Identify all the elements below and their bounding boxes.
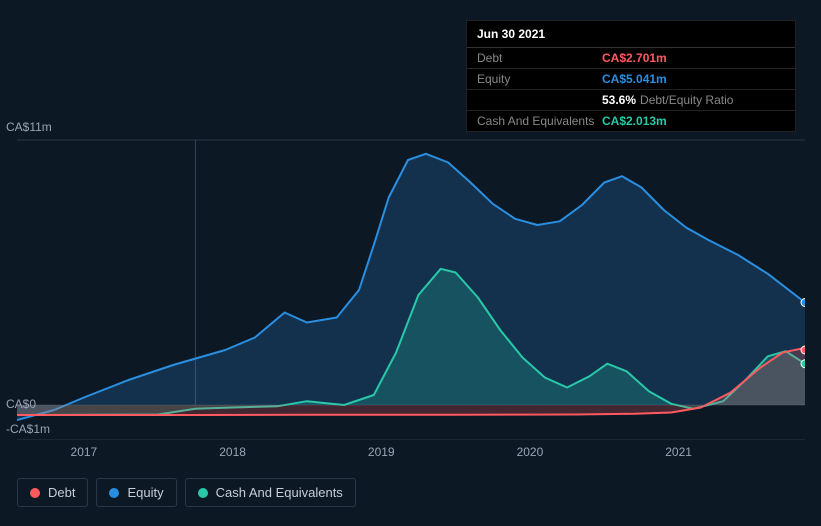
tooltip-row: 53.6%Debt/Equity Ratio xyxy=(467,90,795,111)
chart-area xyxy=(17,120,805,440)
tooltip-row: EquityCA$5.041m xyxy=(467,69,795,90)
tooltip-row: Cash And EquivalentsCA$2.013m xyxy=(467,111,795,131)
tooltip-row-value: CA$5.041m xyxy=(602,72,667,86)
legend-item[interactable]: Equity xyxy=(96,478,176,507)
legend-dot-icon xyxy=(198,488,208,498)
legend-item[interactable]: Debt xyxy=(17,478,88,507)
x-axis-tick: 2020 xyxy=(517,445,544,459)
tooltip-row-label xyxy=(477,93,602,107)
chart-tooltip: Jun 30 2021 DebtCA$2.701mEquityCA$5.041m… xyxy=(466,20,796,132)
x-axis-tick: 2017 xyxy=(71,445,98,459)
x-axis-tick: 2019 xyxy=(368,445,395,459)
legend-label: Equity xyxy=(127,485,163,500)
legend-dot-icon xyxy=(30,488,40,498)
x-axis-tick: 2021 xyxy=(665,445,692,459)
tooltip-row-label: Cash And Equivalents xyxy=(477,114,602,128)
tooltip-row-value: CA$2.013m xyxy=(602,114,667,128)
series-end-marker xyxy=(801,299,805,307)
legend-dot-icon xyxy=(109,488,119,498)
tooltip-row: DebtCA$2.701m xyxy=(467,48,795,69)
x-axis: 2017 2018 2019 2020 2021 xyxy=(17,445,805,465)
legend-item[interactable]: Cash And Equivalents xyxy=(185,478,356,507)
series-end-marker xyxy=(801,346,805,354)
series-end-marker xyxy=(801,360,805,368)
y-axis-label: CA$11m xyxy=(6,120,52,134)
tooltip-date: Jun 30 2021 xyxy=(467,21,795,48)
legend-label: Debt xyxy=(48,485,75,500)
legend-label: Cash And Equivalents xyxy=(216,485,343,500)
y-axis-label: CA$0 xyxy=(6,397,36,411)
legend: Debt Equity Cash And Equivalents xyxy=(17,478,356,507)
y-axis-label: -CA$1m xyxy=(6,422,50,436)
tooltip-row-value: CA$2.701m xyxy=(602,51,667,65)
x-axis-tick: 2018 xyxy=(219,445,246,459)
chart-svg xyxy=(17,120,805,440)
tooltip-ratio: 53.6%Debt/Equity Ratio xyxy=(602,93,733,107)
tooltip-row-label: Debt xyxy=(477,51,602,65)
tooltip-row-label: Equity xyxy=(477,72,602,86)
